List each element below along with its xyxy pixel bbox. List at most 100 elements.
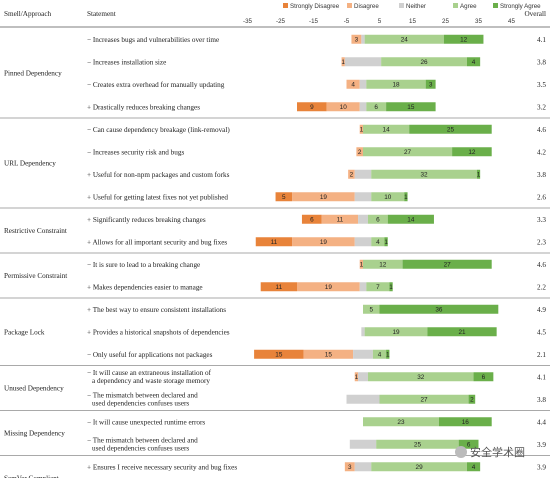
statement-text: + Makes dependencies easier to manage — [87, 283, 203, 291]
segment-label: 19 — [325, 284, 333, 291]
bar-segment — [255, 237, 293, 247]
bar-segment — [346, 79, 360, 89]
bar-segment — [359, 79, 367, 89]
bar-segment — [359, 102, 367, 112]
segment-label: 11 — [271, 239, 278, 246]
segment-label: 1 — [386, 352, 390, 359]
bar-segment — [384, 237, 388, 247]
watermark-text: 安全学术圈 — [470, 446, 525, 459]
segment-label: 4 — [351, 82, 355, 89]
bar-segment — [367, 214, 388, 224]
statement-text: − Increases installation size — [87, 58, 166, 66]
overall-score: 4.6 — [537, 261, 546, 269]
bar-segment — [346, 394, 380, 404]
segment-label: 1 — [389, 284, 393, 291]
legend-swatch — [347, 3, 352, 8]
header-statement: Statement — [87, 10, 116, 18]
segment-label: 10 — [340, 104, 348, 111]
bar-segment — [366, 102, 387, 112]
legend-swatch — [283, 3, 288, 8]
segment-label: 15 — [325, 352, 333, 359]
legend-label: Disagree — [354, 3, 379, 10]
x-tick-label: 45 — [508, 18, 515, 25]
statement-text: − The mismatch between declared and — [87, 391, 198, 399]
segment-label: 4 — [376, 239, 380, 246]
segment-label: 11 — [276, 284, 283, 291]
overall-score: 3.9 — [537, 441, 546, 449]
bar-segment — [381, 57, 467, 67]
bar-segment — [468, 394, 476, 404]
overall-score: 3.3 — [537, 216, 546, 224]
statement-text: used dependencies confuses users — [92, 444, 189, 452]
segment-label: 1 — [360, 127, 364, 134]
bar-segment — [363, 147, 453, 157]
bar-segment — [254, 349, 304, 359]
bar-segment — [297, 282, 360, 292]
bar-segment — [466, 462, 481, 472]
segment-label: 32 — [417, 374, 425, 381]
segment-label: 3 — [429, 82, 433, 89]
bar-segment — [363, 304, 380, 314]
x-tick-label: -25 — [276, 18, 286, 25]
legend-label: Agree — [460, 3, 477, 10]
statement-text: − It will cause unexpected runtime error… — [87, 418, 205, 426]
bar-segment — [379, 394, 469, 404]
segment-label: 6 — [374, 104, 378, 111]
header-overall: Overall — [524, 10, 546, 18]
segment-label: 2 — [350, 172, 354, 179]
statement-text: − Creates extra overhead for manually up… — [87, 81, 225, 89]
segment-label: 6 — [482, 374, 486, 381]
overall-score: 4.5 — [537, 328, 546, 336]
bar-segment — [361, 327, 365, 337]
statement-text: + Significantly reduces breaking changes — [87, 216, 206, 224]
bar-segment — [363, 259, 403, 269]
overall-score: 3.2 — [537, 103, 546, 111]
bar-segment — [361, 34, 365, 44]
segment-label: 3 — [348, 464, 352, 471]
group-label: Missing Dependency — [4, 430, 65, 438]
x-tick-label: -35 — [243, 18, 253, 25]
bar-segment — [366, 79, 426, 89]
bar-segment — [427, 327, 497, 337]
bar-segment — [363, 124, 410, 134]
segment-label: 2 — [470, 397, 474, 404]
segment-label: 5 — [282, 194, 286, 201]
bar-segment — [359, 259, 363, 269]
overall-score: 4.4 — [537, 418, 546, 426]
bar-segment — [354, 192, 372, 202]
bar-segment — [348, 169, 355, 179]
overall-score: 4.1 — [537, 36, 546, 44]
bar-segment — [466, 57, 481, 67]
bar-segment — [358, 214, 368, 224]
segment-label: 12 — [460, 37, 468, 44]
statement-text: − Increases bugs and vulnerabilities ove… — [87, 36, 219, 44]
segment-label: 19 — [320, 239, 328, 246]
bar-segment — [379, 304, 499, 314]
bar-segment — [371, 237, 385, 247]
segment-label: 1 — [404, 194, 408, 201]
bar-segment — [292, 237, 355, 247]
segment-label: 14 — [407, 217, 415, 224]
segment-label: 11 — [337, 217, 344, 224]
segment-label: 16 — [462, 419, 470, 426]
statement-text: − It is sure to lead to a breaking chang… — [87, 261, 200, 269]
bar-segment — [364, 327, 428, 337]
segment-label: 29 — [416, 464, 424, 471]
segment-label: 12 — [379, 262, 387, 269]
bar-segment — [371, 462, 467, 472]
statement-text: used dependencies confuses users — [92, 399, 189, 407]
bar-segment — [292, 192, 355, 202]
segment-label: 4 — [378, 352, 382, 359]
group-label: Unused Dependency — [4, 385, 64, 393]
bar-segment — [473, 372, 494, 382]
overall-score: 2.3 — [537, 238, 546, 246]
overall-score: 4.6 — [537, 126, 546, 134]
segment-label: 27 — [420, 397, 428, 404]
x-tick-label: -15 — [309, 18, 319, 25]
statement-text: + Useful for non-npm packages and custom… — [87, 171, 230, 179]
segment-label: 15 — [275, 352, 283, 359]
x-tick-label: 35 — [475, 18, 482, 25]
bar-segment — [386, 349, 390, 359]
statement-text: + Drastically reduces breaking changes — [87, 103, 200, 111]
bar-segment — [359, 282, 367, 292]
